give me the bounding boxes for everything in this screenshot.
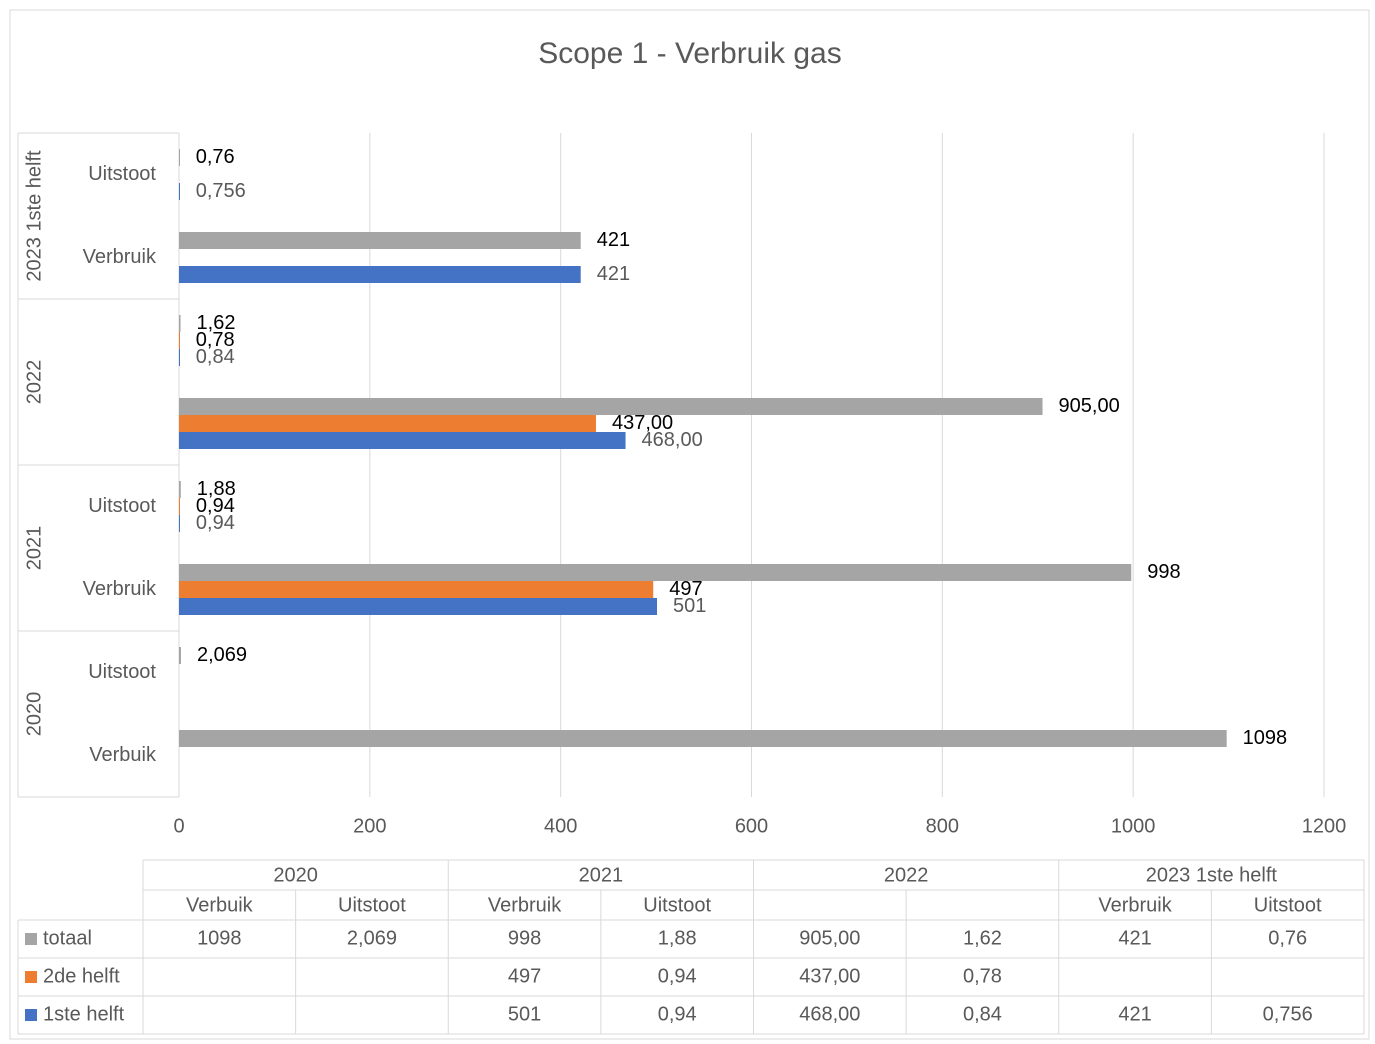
- y-tick-label: Uitstoot: [88, 661, 156, 683]
- data-label: 421: [597, 229, 630, 251]
- table-cell: 497: [508, 965, 541, 987]
- table-group-header: 2022: [884, 864, 929, 886]
- group-label: 2022: [23, 360, 45, 405]
- table-category-header: Verbruik: [488, 894, 562, 916]
- bar: [179, 415, 596, 432]
- data-label: 998: [1147, 561, 1180, 583]
- data-label: 501: [673, 595, 706, 617]
- group-label: 2020: [23, 692, 45, 737]
- table-category-header: Uitstoot: [1254, 894, 1322, 916]
- legend-key: [25, 971, 37, 983]
- table-category-header: Uitstoot: [338, 894, 406, 916]
- table-cell: 0,78: [963, 965, 1002, 987]
- table-group-header: 2023 1ste helft: [1146, 864, 1278, 886]
- data-label: 905,00: [1059, 395, 1120, 417]
- table-cell: 0,94: [658, 1003, 697, 1025]
- bar: [179, 398, 1043, 415]
- table-cell: 0,84: [963, 1003, 1002, 1025]
- bar: [179, 183, 180, 200]
- chart-title: Scope 1 - Verbruik gas: [538, 37, 842, 70]
- y-tick-label: Verbuik: [89, 744, 157, 766]
- table-group-header: 2020: [273, 864, 318, 886]
- group-label: 2021: [23, 526, 45, 571]
- legend-label: 1ste helft: [43, 1003, 125, 1025]
- table-cell: 437,00: [799, 965, 860, 987]
- data-label: 468,00: [642, 429, 703, 451]
- y-tick-label: Verbruik: [83, 246, 157, 268]
- table-cell: 1,62: [963, 927, 1002, 949]
- table-cell: 1098: [197, 927, 242, 949]
- x-tick-label: 400: [544, 815, 577, 837]
- data-label: 437,00: [612, 412, 673, 434]
- legend-label: 2de helft: [43, 965, 120, 987]
- data-label: 0,78: [196, 329, 235, 351]
- table-cell: 421: [1118, 927, 1151, 949]
- bar: [179, 730, 1227, 747]
- table-cell: 0,756: [1263, 1003, 1313, 1025]
- bar: [179, 647, 181, 664]
- y-tick-label: Uitstoot: [88, 163, 156, 185]
- x-tick-label: 1000: [1111, 815, 1156, 837]
- table-cell: 0,94: [658, 965, 697, 987]
- table-cell: 998: [508, 927, 541, 949]
- bar: [179, 581, 654, 598]
- data-label: 1,62: [197, 312, 236, 334]
- group-label: 2023 1ste helft: [23, 150, 45, 282]
- table-cell: 468,00: [799, 1003, 860, 1025]
- x-tick-label: 600: [735, 815, 768, 837]
- data-label: 0,76: [196, 146, 235, 168]
- bar: [179, 315, 181, 332]
- table-category-header: Verbruik: [1098, 894, 1172, 916]
- table-cell: 1,88: [658, 927, 697, 949]
- bar: [179, 332, 180, 349]
- legend-label: totaal: [43, 927, 92, 949]
- bar: [179, 481, 181, 498]
- x-tick-label: 200: [353, 815, 386, 837]
- x-tick-label: 0: [173, 815, 184, 837]
- bar: [179, 232, 581, 249]
- table-category-header: Uitstoot: [643, 894, 711, 916]
- bar: [179, 498, 180, 515]
- chart-border: [9, 9, 1370, 1040]
- legend-key: [25, 1009, 37, 1021]
- data-label: 1098: [1243, 727, 1288, 749]
- data-label: 0,94: [196, 495, 235, 517]
- data-label: 497: [669, 578, 702, 600]
- bar: [179, 515, 180, 532]
- data-label: 0,84: [196, 346, 235, 368]
- bar: [179, 266, 581, 283]
- bar: [179, 349, 180, 366]
- table-cell: 421: [1118, 1003, 1151, 1025]
- bar: [179, 564, 1132, 581]
- y-tick-label: Verbruik: [83, 578, 157, 600]
- table-cell: 0,76: [1268, 927, 1307, 949]
- data-label: 0,756: [196, 180, 246, 202]
- bar: [179, 149, 180, 166]
- data-label: 421: [597, 263, 630, 285]
- x-tick-label: 1200: [1302, 815, 1347, 837]
- y-tick-label: Uitstoot: [88, 495, 156, 517]
- bar: [179, 598, 658, 615]
- x-tick-label: 800: [926, 815, 959, 837]
- data-label: 2,069: [197, 644, 247, 666]
- table-cell: 905,00: [799, 927, 860, 949]
- table-category-header: Verbuik: [186, 894, 254, 916]
- data-label: 1,88: [197, 478, 236, 500]
- legend-key: [25, 933, 37, 945]
- table-cell: 501: [508, 1003, 541, 1025]
- data-label: 0,94: [196, 512, 235, 534]
- bar: [179, 432, 626, 449]
- table-cell: 2,069: [347, 927, 397, 949]
- table-group-header: 2021: [579, 864, 624, 886]
